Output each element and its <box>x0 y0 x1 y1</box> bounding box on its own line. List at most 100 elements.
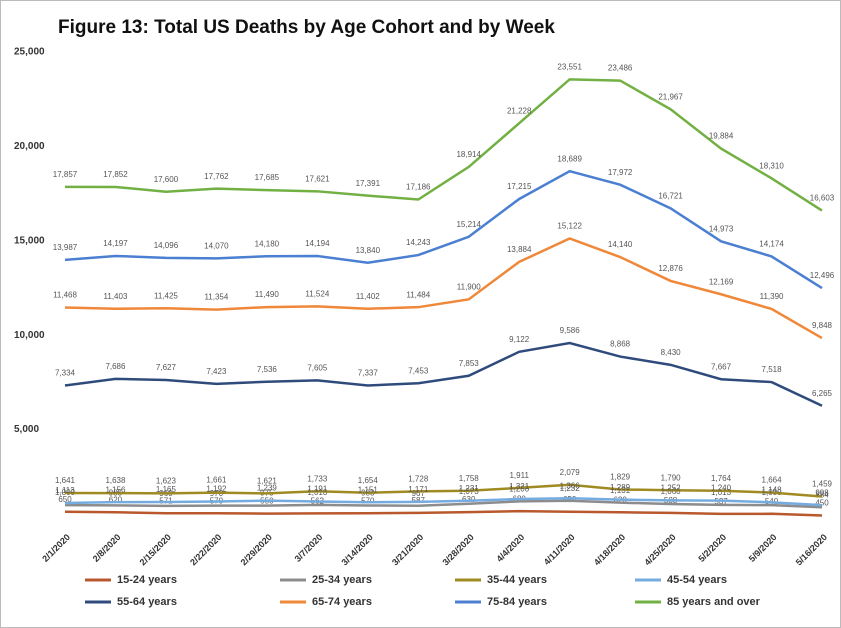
data-label: 11,354 <box>204 293 228 302</box>
data-label: 6,265 <box>812 389 833 398</box>
line-series <box>64 499 823 509</box>
data-label: 1,013 <box>711 488 732 497</box>
data-label: 11,468 <box>53 291 77 300</box>
data-label: 14,197 <box>103 239 128 248</box>
data-label: 12,169 <box>709 277 734 286</box>
data-label: 1,252 <box>661 483 682 492</box>
data-label: 7,667 <box>711 362 732 371</box>
data-label: 11,390 <box>760 292 784 301</box>
data-label: 1,191 <box>307 485 328 494</box>
line-series <box>64 496 823 507</box>
data-label: 14,180 <box>255 239 280 248</box>
data-label: 21,228 <box>507 106 532 115</box>
legend-label: 75-84 years <box>487 596 547 608</box>
data-label: 16,603 <box>810 194 835 203</box>
data-label: 18,914 <box>456 150 481 159</box>
data-label: 1,758 <box>459 474 480 483</box>
data-label: 1,366 <box>560 481 581 490</box>
data-label: 1,664 <box>762 476 783 485</box>
data-label: 11,490 <box>255 290 279 299</box>
data-label: 1,113 <box>55 486 75 495</box>
data-label: 14,140 <box>608 240 633 249</box>
data-label: 14,096 <box>154 241 179 250</box>
data-label: 7,518 <box>762 365 783 374</box>
data-label: 23,551 <box>557 62 582 71</box>
data-label: 1,733 <box>307 474 328 483</box>
data-label: 17,972 <box>608 168 633 177</box>
data-label: 1,623 <box>156 476 177 485</box>
y-tick-label: 25,000 <box>14 47 45 58</box>
line-series <box>64 483 823 498</box>
data-label: 1,289 <box>610 483 631 492</box>
data-label: 1,239 <box>257 484 278 493</box>
data-label: 18,310 <box>759 161 784 170</box>
data-label: 450 <box>815 499 829 508</box>
data-label: 1,654 <box>358 476 379 485</box>
data-label: 1,829 <box>610 473 631 482</box>
y-tick-label: 20,000 <box>14 141 45 152</box>
data-label: 570 <box>361 496 375 505</box>
data-label: 17,600 <box>154 175 179 184</box>
data-label: 7,453 <box>408 366 429 375</box>
data-label: 18,689 <box>557 154 582 163</box>
data-label: 17,186 <box>406 183 431 192</box>
data-label: 14,973 <box>709 224 734 233</box>
data-label: 11,425 <box>154 291 178 300</box>
legend-label: 35-44 years <box>487 574 547 586</box>
data-label: 7,334 <box>55 369 76 378</box>
data-label: 587 <box>412 496 426 505</box>
legend-label: 15-24 years <box>117 574 177 586</box>
data-label: 9,848 <box>812 321 833 330</box>
data-label: 11,524 <box>305 290 329 299</box>
data-label: 17,857 <box>53 170 78 179</box>
data-label: 967 <box>412 489 426 498</box>
legend-label: 85 years and over <box>667 596 761 608</box>
data-label: 17,391 <box>356 179 381 188</box>
data-label: 7,853 <box>459 359 480 368</box>
data-label: 7,423 <box>206 367 227 376</box>
data-label: 7,337 <box>358 369 379 378</box>
chart-title: Figure 13: Total US Deaths by Age Cohort… <box>58 17 555 38</box>
legend-label: 65-74 years <box>312 596 372 608</box>
data-label: 13,987 <box>53 243 78 252</box>
data-label: 1,231 <box>459 484 480 493</box>
data-label: 17,762 <box>204 172 229 181</box>
data-label: 19,884 <box>709 132 734 141</box>
data-label: 16,721 <box>658 191 683 200</box>
y-tick-label: 5,000 <box>14 424 39 435</box>
data-label: 9,586 <box>560 326 581 335</box>
line-series <box>64 341 823 407</box>
data-label: 1,641 <box>55 476 76 485</box>
data-label: 1,151 <box>358 485 379 494</box>
data-label: 11,484 <box>406 290 430 299</box>
data-label: 2,079 <box>560 468 581 477</box>
data-label: 1,192 <box>206 485 227 494</box>
legend-label: 45-54 years <box>667 574 727 586</box>
data-label: 1,165 <box>156 485 177 494</box>
data-label: 17,215 <box>507 182 532 191</box>
legend-label: 25-34 years <box>312 574 372 586</box>
line-series <box>64 509 823 517</box>
data-label: 21,967 <box>658 92 683 101</box>
data-label: 23,486 <box>608 64 633 73</box>
data-label: 1,790 <box>661 473 682 482</box>
data-label: 1,232 <box>560 484 581 493</box>
data-label: 884 <box>815 490 829 499</box>
data-label: 7,605 <box>307 364 328 373</box>
data-label: 1,638 <box>105 476 126 485</box>
data-label: 12,496 <box>810 271 835 280</box>
data-label: 1,171 <box>408 485 429 494</box>
data-label: 8,868 <box>610 340 631 349</box>
data-label: 8,430 <box>661 348 682 357</box>
data-label: 1,661 <box>206 476 227 485</box>
legend-label: 55-64 years <box>117 596 177 608</box>
line-series <box>64 237 823 340</box>
data-label: 11,402 <box>356 292 380 301</box>
data-label: 1,148 <box>762 485 783 494</box>
data-label: 15,214 <box>456 220 481 229</box>
data-label: 13,884 <box>507 245 532 254</box>
data-label: 11,900 <box>457 282 481 291</box>
data-label: 11,403 <box>104 292 128 301</box>
